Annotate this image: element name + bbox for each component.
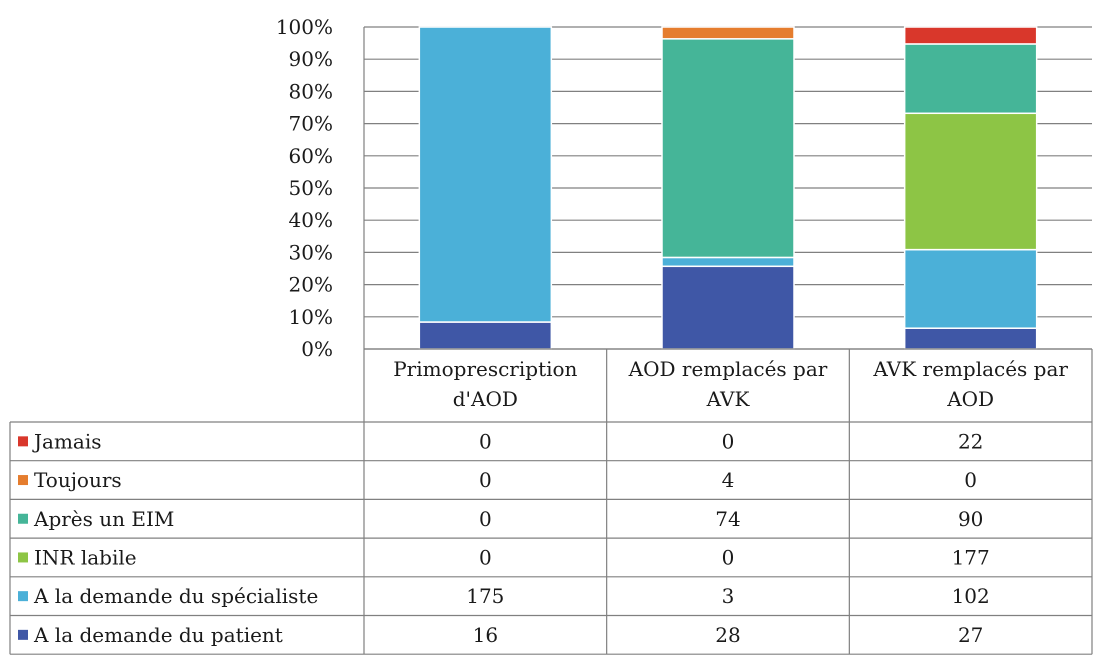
data-table: Primoprescription d'AOD AOD remplacés par A… — [9, 348, 1093, 655]
bar-segment — [661, 256, 795, 268]
table-cell-value: 0 — [964, 468, 977, 492]
table-cell-value: 3 — [722, 584, 735, 608]
table-cell-value: 0 — [479, 545, 492, 569]
y-tick-label: 70% — [289, 112, 333, 136]
bar-segment — [903, 327, 1038, 350]
table-cell-value: 22 — [958, 429, 983, 453]
category-label: AOD — [946, 387, 994, 411]
bar-segment — [661, 38, 795, 259]
y-tick-label: 50% — [289, 176, 333, 200]
bar-segment — [661, 265, 795, 350]
legend-label: Toujours — [34, 468, 122, 492]
category-label: Primoprescription — [393, 357, 577, 381]
y-tick-label: 100% — [276, 15, 333, 39]
legend-swatch — [18, 629, 28, 640]
table-cell-value: 177 — [952, 545, 990, 569]
bar-segment — [903, 26, 1038, 45]
legend-label: Après un EIM — [33, 507, 174, 531]
table-cell-value: 0 — [479, 507, 492, 531]
y-tick-label: 90% — [289, 47, 333, 71]
legend-label: Jamais — [32, 429, 102, 453]
legend-swatch — [18, 513, 28, 524]
table-cell-value: 90 — [958, 507, 983, 531]
legend-label: A la demande du patient — [33, 623, 283, 647]
table-cell-value: 0 — [722, 545, 735, 569]
y-tick-label: 20% — [289, 273, 333, 297]
legend-label: INR labile — [34, 545, 137, 569]
table-cell-value: 102 — [952, 584, 990, 608]
bar-segment — [903, 43, 1038, 115]
bar-segment — [903, 248, 1038, 329]
bar-stacks — [418, 26, 1038, 350]
legend-swatch — [18, 591, 28, 602]
y-tick-label: 10% — [289, 305, 333, 329]
table-cell-value: 74 — [715, 507, 740, 531]
y-axis-ticks: 0% 10% 20% 30% 40% 50% 60% 70% 80% 90% 100% — [276, 15, 333, 361]
table-cell-value: 175 — [466, 584, 504, 608]
category-label: AVK — [706, 387, 751, 411]
bar-segment — [903, 112, 1038, 251]
y-tick-label: 80% — [289, 79, 333, 103]
bar-segment — [418, 26, 553, 323]
y-tick-label: 0% — [301, 337, 333, 361]
legend-swatch — [18, 552, 28, 563]
table-cell-value: 28 — [715, 623, 740, 647]
bar-segment — [418, 321, 553, 350]
category-label: AOD remplacés par — [628, 357, 828, 381]
category-label: d'AOD — [453, 387, 518, 411]
legend-label: A la demande du spécialiste — [33, 584, 318, 608]
table-cell-value: 0 — [479, 468, 492, 492]
category-label: AVK remplacés par — [872, 357, 1068, 381]
y-tick-label: 40% — [289, 208, 333, 232]
y-tick-label: 60% — [289, 144, 333, 168]
table-cell-value: 0 — [479, 429, 492, 453]
y-tick-label: 30% — [289, 240, 333, 264]
table-cell-value: 16 — [473, 623, 498, 647]
legend-swatch — [18, 436, 28, 447]
table-cell-value: 4 — [722, 468, 735, 492]
bar-segment — [661, 26, 795, 40]
table-cell-value: 0 — [722, 429, 735, 453]
legend-swatch — [18, 475, 28, 486]
table-cell-value: 27 — [958, 623, 983, 647]
